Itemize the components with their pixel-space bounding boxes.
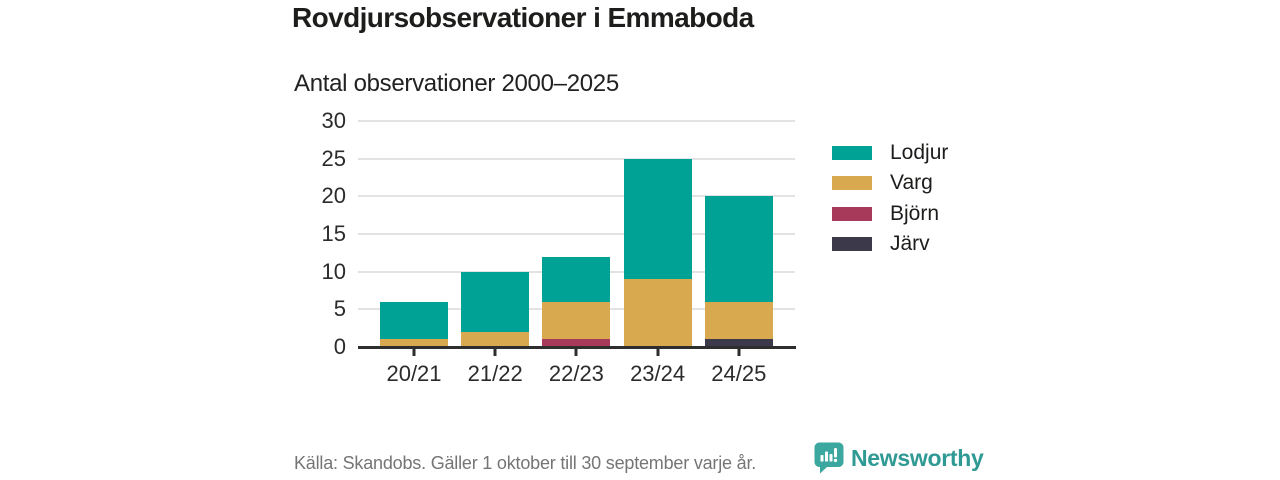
chart-title: Rovdjursobservationer i Emmaboda	[292, 2, 754, 33]
y-axis-tick-label: 25	[321, 145, 346, 171]
y-axis-tick-label: 15	[321, 221, 346, 246]
y-axis-tick-label: 20	[321, 183, 346, 209]
y-axis-tick-label: 5	[333, 296, 346, 322]
legend-label: Varg	[890, 171, 933, 194]
x-axis-tick-label: 20/21	[386, 361, 442, 386]
x-axis-tick	[574, 348, 578, 356]
legend-swatch-bjorn	[832, 206, 872, 221]
bar-segment-lodjur	[704, 196, 773, 302]
bar-segment-varg	[380, 339, 448, 347]
legend-swatch-lodjur	[832, 145, 872, 160]
bar-segment-varg	[461, 331, 530, 347]
chart-subtitle: Antal observationer 2000–2025	[294, 70, 619, 97]
x-axis-tick	[737, 348, 741, 356]
newsworthy-logo-icon	[814, 442, 844, 474]
legend-item-lodjur: Lodjur	[832, 140, 948, 165]
x-axis-tick-label: 21/22	[467, 361, 523, 386]
x-axis-tick-label: 22/23	[548, 361, 604, 386]
gridline	[358, 120, 795, 122]
x-axis-tick-label: 23/24	[630, 361, 686, 386]
bar-segment-varg	[623, 279, 692, 347]
legend-swatch-jarv	[832, 237, 872, 251]
x-axis-tick-label: 24/25	[711, 361, 767, 386]
brand-name: Newsworthy	[851, 444, 984, 471]
legend-item-varg: Varg	[832, 171, 948, 196]
y-axis-tick-label: 30	[321, 108, 346, 133]
y-axis-tick-label: 10	[321, 258, 346, 284]
bar-segment-lodjur	[542, 256, 611, 302]
bar-segment-bjorn	[542, 339, 611, 347]
bar-segment-lodjur	[623, 158, 692, 280]
gridline	[358, 233, 795, 235]
source-note: Källa: Skandobs. Gäller 1 oktober till 3…	[294, 453, 757, 473]
x-axis-tick	[656, 348, 660, 356]
x-axis-tick	[412, 348, 416, 356]
x-axis: 20/21 21/22 22/23 23/24 24/25	[358, 347, 793, 397]
legend-label: Björn	[890, 201, 940, 225]
gridline	[358, 195, 795, 198]
bar-chart: 0 5 10 15 20 25 30 20/21 21/22 22/23 23/24 24/25	[322, 108, 796, 386]
bar-segment-lodjur	[461, 271, 530, 332]
legend-label: Järv	[890, 232, 930, 255]
brand: Newsworthy	[814, 442, 984, 474]
legend-swatch-varg	[832, 176, 872, 190]
bar-segment-jarv	[704, 339, 773, 347]
legend-item-jarv: Järv	[832, 232, 948, 257]
legend: Lodjur Varg Björn Järv	[832, 140, 948, 262]
bar-segment-varg	[704, 301, 773, 340]
plot-area	[358, 120, 796, 349]
legend-item-bjorn: Björn	[832, 201, 948, 226]
bar-segment-lodjur	[380, 301, 448, 340]
legend-label: Lodjur	[890, 140, 949, 164]
x-axis-line	[358, 346, 796, 349]
x-axis-tick	[493, 348, 497, 356]
y-axis-tick-label: 0	[333, 334, 346, 359]
y-axis: 0 5 10 15 20 25 30	[274, 108, 346, 359]
bar-segment-varg	[542, 301, 611, 340]
gridline	[358, 157, 795, 160]
